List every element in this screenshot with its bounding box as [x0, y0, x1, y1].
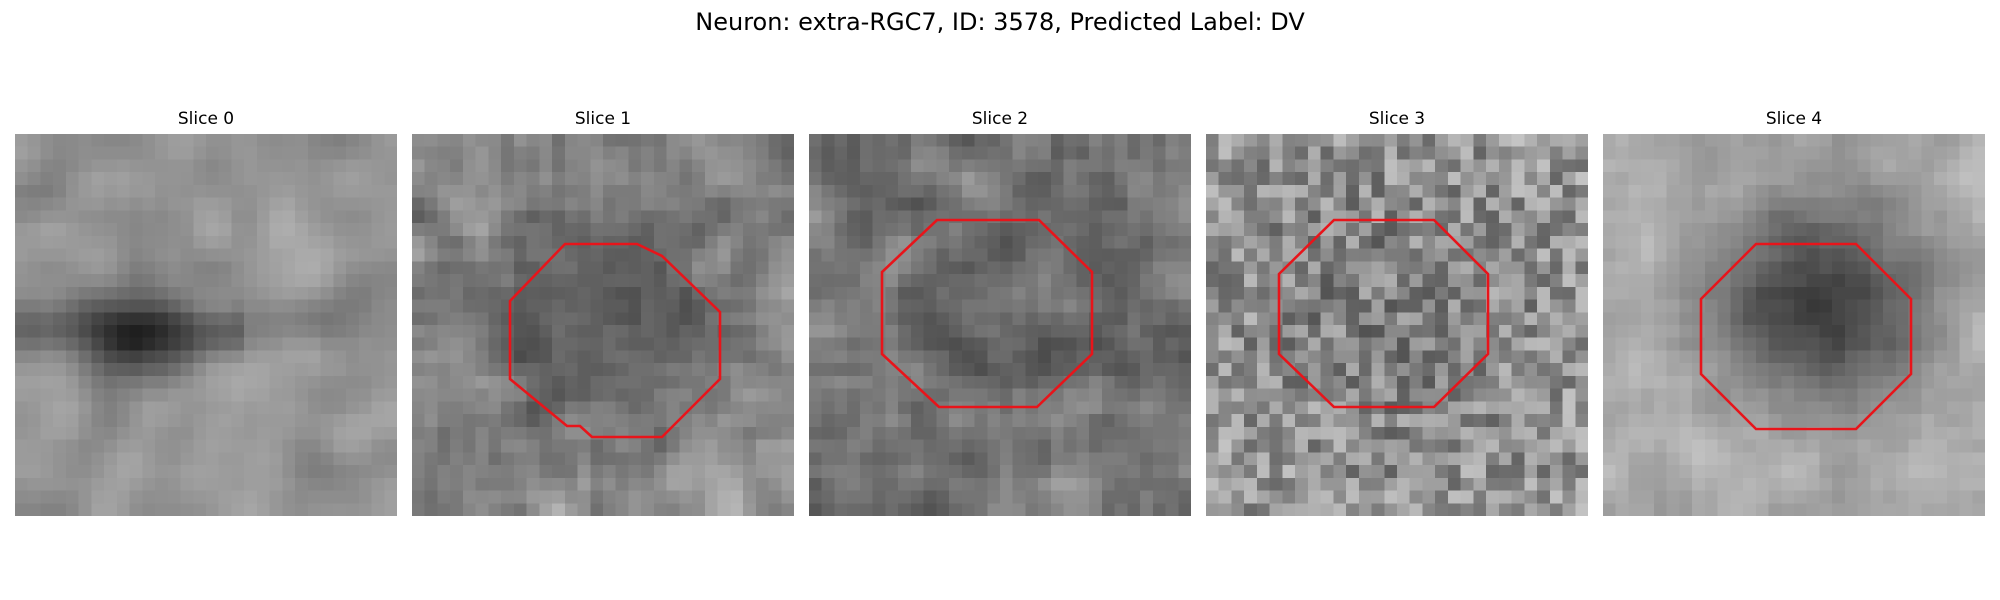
slice-panel-0: Slice 0 [15, 108, 397, 516]
slice-image [412, 134, 794, 516]
roi-outline [1603, 134, 1985, 516]
figure-title: Neuron: extra-RGC7, ID: 3578, Predicted … [0, 6, 2000, 38]
slice-image [1603, 134, 1985, 516]
slice-panel-3: Slice 3 [1206, 108, 1588, 516]
roi-outline [809, 134, 1191, 516]
roi-outline [1206, 134, 1588, 516]
slice-title: Slice 2 [809, 108, 1191, 130]
slice-image [1206, 134, 1588, 516]
slice-panel-1: Slice 1 [412, 108, 794, 516]
slice-title: Slice 0 [15, 108, 397, 130]
slice-panel-2: Slice 2 [809, 108, 1191, 516]
roi-outline [412, 134, 794, 516]
slice-title: Slice 4 [1603, 108, 1985, 130]
microscopy-slice-image [15, 134, 397, 516]
slice-title: Slice 1 [412, 108, 794, 130]
slice-image [15, 134, 397, 516]
slice-image [809, 134, 1191, 516]
slice-panel-4: Slice 4 [1603, 108, 1985, 516]
slice-title: Slice 3 [1206, 108, 1588, 130]
